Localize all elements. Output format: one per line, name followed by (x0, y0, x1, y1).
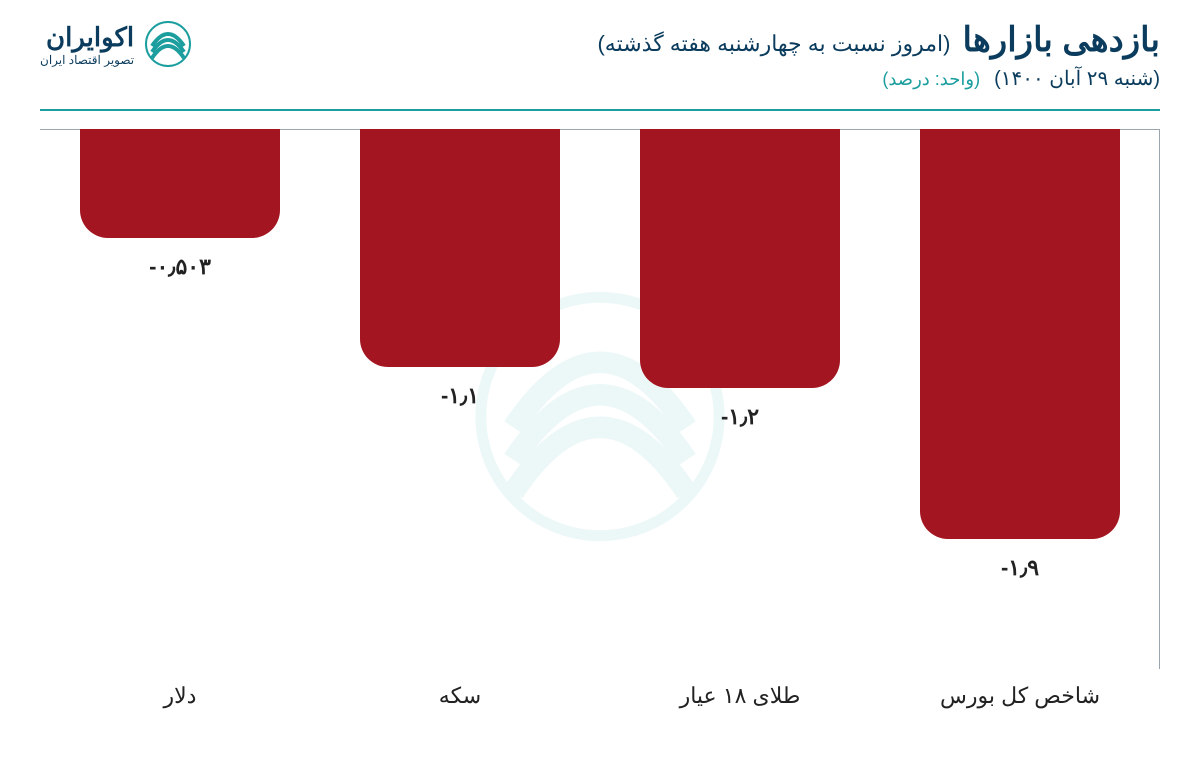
bar (80, 129, 280, 238)
bar-value: -۱٫۹ (1001, 555, 1039, 581)
date: (شنبه ۲۹ آبان ۱۴۰۰) (994, 66, 1160, 91)
header-divider (40, 109, 1160, 111)
header: بازدهی بازارها (امروز نسبت به چهارشنبه ه… (0, 0, 1200, 101)
bar-slot: -۰٫۵۰۳ (40, 129, 320, 280)
bar (360, 129, 560, 367)
brand-icon (144, 20, 192, 68)
bar (640, 129, 840, 388)
brand-tagline: تصویر اقتصاد ایران (40, 53, 134, 67)
unit: (واحد: درصد) (882, 69, 980, 90)
x-axis-label: سکه (320, 683, 600, 709)
bar-slot: -۱٫۱ (320, 129, 600, 409)
subtitle: (امروز نسبت به چهارشنبه هفته گذشته) (597, 31, 950, 57)
brand-logo: اکوایران تصویر اقتصاد ایران (40, 20, 192, 68)
brand-name: اکوایران (40, 22, 134, 53)
x-axis-label: شاخص کل بورس (880, 683, 1160, 709)
bar-value: -۱٫۱ (441, 383, 479, 409)
bar (920, 129, 1120, 539)
title-block: بازدهی بازارها (امروز نسبت به چهارشنبه ه… (597, 20, 1160, 91)
bar-value: -۰٫۵۰۳ (149, 254, 211, 280)
bar-slot: -۱٫۲ (600, 129, 880, 430)
x-axis-label: طلای ۱۸ عیار (600, 683, 880, 709)
bar-slot: -۱٫۹ (880, 129, 1160, 581)
bar-value: -۱٫۲ (721, 404, 759, 430)
chart-x-labels: شاخص کل بورسطلای ۱۸ عیارسکهدلار (40, 683, 1160, 709)
main-title: بازدهی بازارها (963, 20, 1161, 60)
x-axis-label: دلار (40, 683, 320, 709)
chart: -۱٫۹ -۱٫۲ -۱٫۱ -۰٫۵۰۳ شاخص کل بورسطلای ۱۸ ع… (40, 129, 1160, 709)
chart-bars: -۱٫۹ -۱٫۲ -۱٫۱ -۰٫۵۰۳ (40, 129, 1160, 669)
